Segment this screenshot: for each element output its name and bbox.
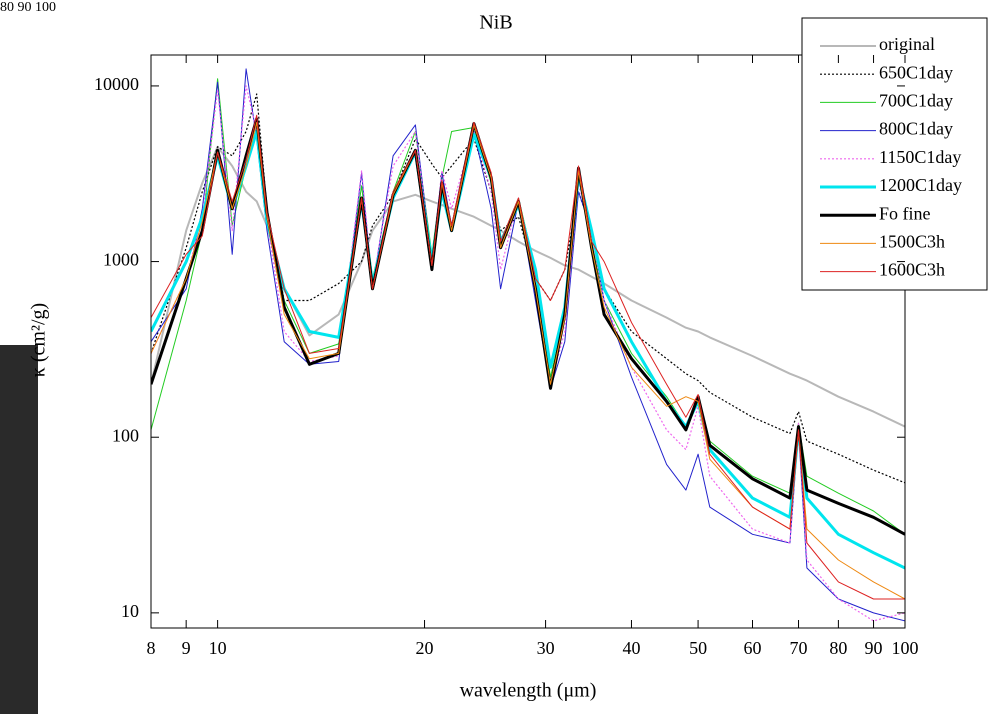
background-text: 80 90 100	[0, 0, 56, 15]
legend-box	[801, 17, 988, 291]
plot-frame	[150, 54, 906, 629]
series-line	[151, 121, 905, 600]
x-axis-label: wavelength (μm)	[460, 680, 597, 702]
x-tick-label: 8	[147, 638, 156, 658]
series-line	[151, 114, 905, 600]
legend-label: 1200C1day	[879, 175, 962, 195]
legend-label: original	[879, 34, 935, 54]
x-tick-label: 50	[689, 638, 707, 658]
y-tick-label: 1000	[103, 250, 139, 270]
x-tick-label: 20	[416, 638, 434, 658]
legend-label: Fo fine	[879, 203, 931, 223]
x-tick-label: 70	[790, 638, 808, 658]
legend-label: 700C1day	[879, 91, 953, 111]
legend-label: 1150C1day	[879, 147, 961, 167]
legend-label: 1600C3h	[879, 260, 945, 280]
x-tick-label: 30	[537, 638, 555, 658]
legend-label: 650C1day	[879, 62, 953, 82]
x-tick-label: 60	[744, 638, 762, 658]
chart-title: NiB	[479, 12, 512, 34]
x-tick-label: 90	[865, 638, 883, 658]
plot-area	[151, 68, 905, 622]
series-line	[151, 93, 905, 484]
legend-label: 1500C3h	[879, 232, 945, 252]
series-line	[151, 78, 905, 535]
y-tick-label: 100	[112, 425, 139, 445]
legend-label: 800C1day	[879, 119, 953, 139]
x-tick-label: 9	[182, 638, 191, 658]
x-tick-label: 40	[622, 638, 640, 658]
y-axis-label: κ (cm²/g)	[28, 303, 50, 377]
y-tick-label: 10	[121, 601, 139, 621]
x-tick-label: 10	[209, 638, 227, 658]
series-line	[151, 68, 905, 622]
series-line	[151, 85, 905, 622]
x-tick-label: 80	[829, 638, 847, 658]
y-tick-label: 10000	[94, 74, 139, 94]
background-image-strip	[0, 345, 38, 714]
x-tick-label: 100	[892, 638, 919, 658]
legend: original 650C1day 700C1day 800C1day 1150C1da…	[801, 17, 988, 291]
